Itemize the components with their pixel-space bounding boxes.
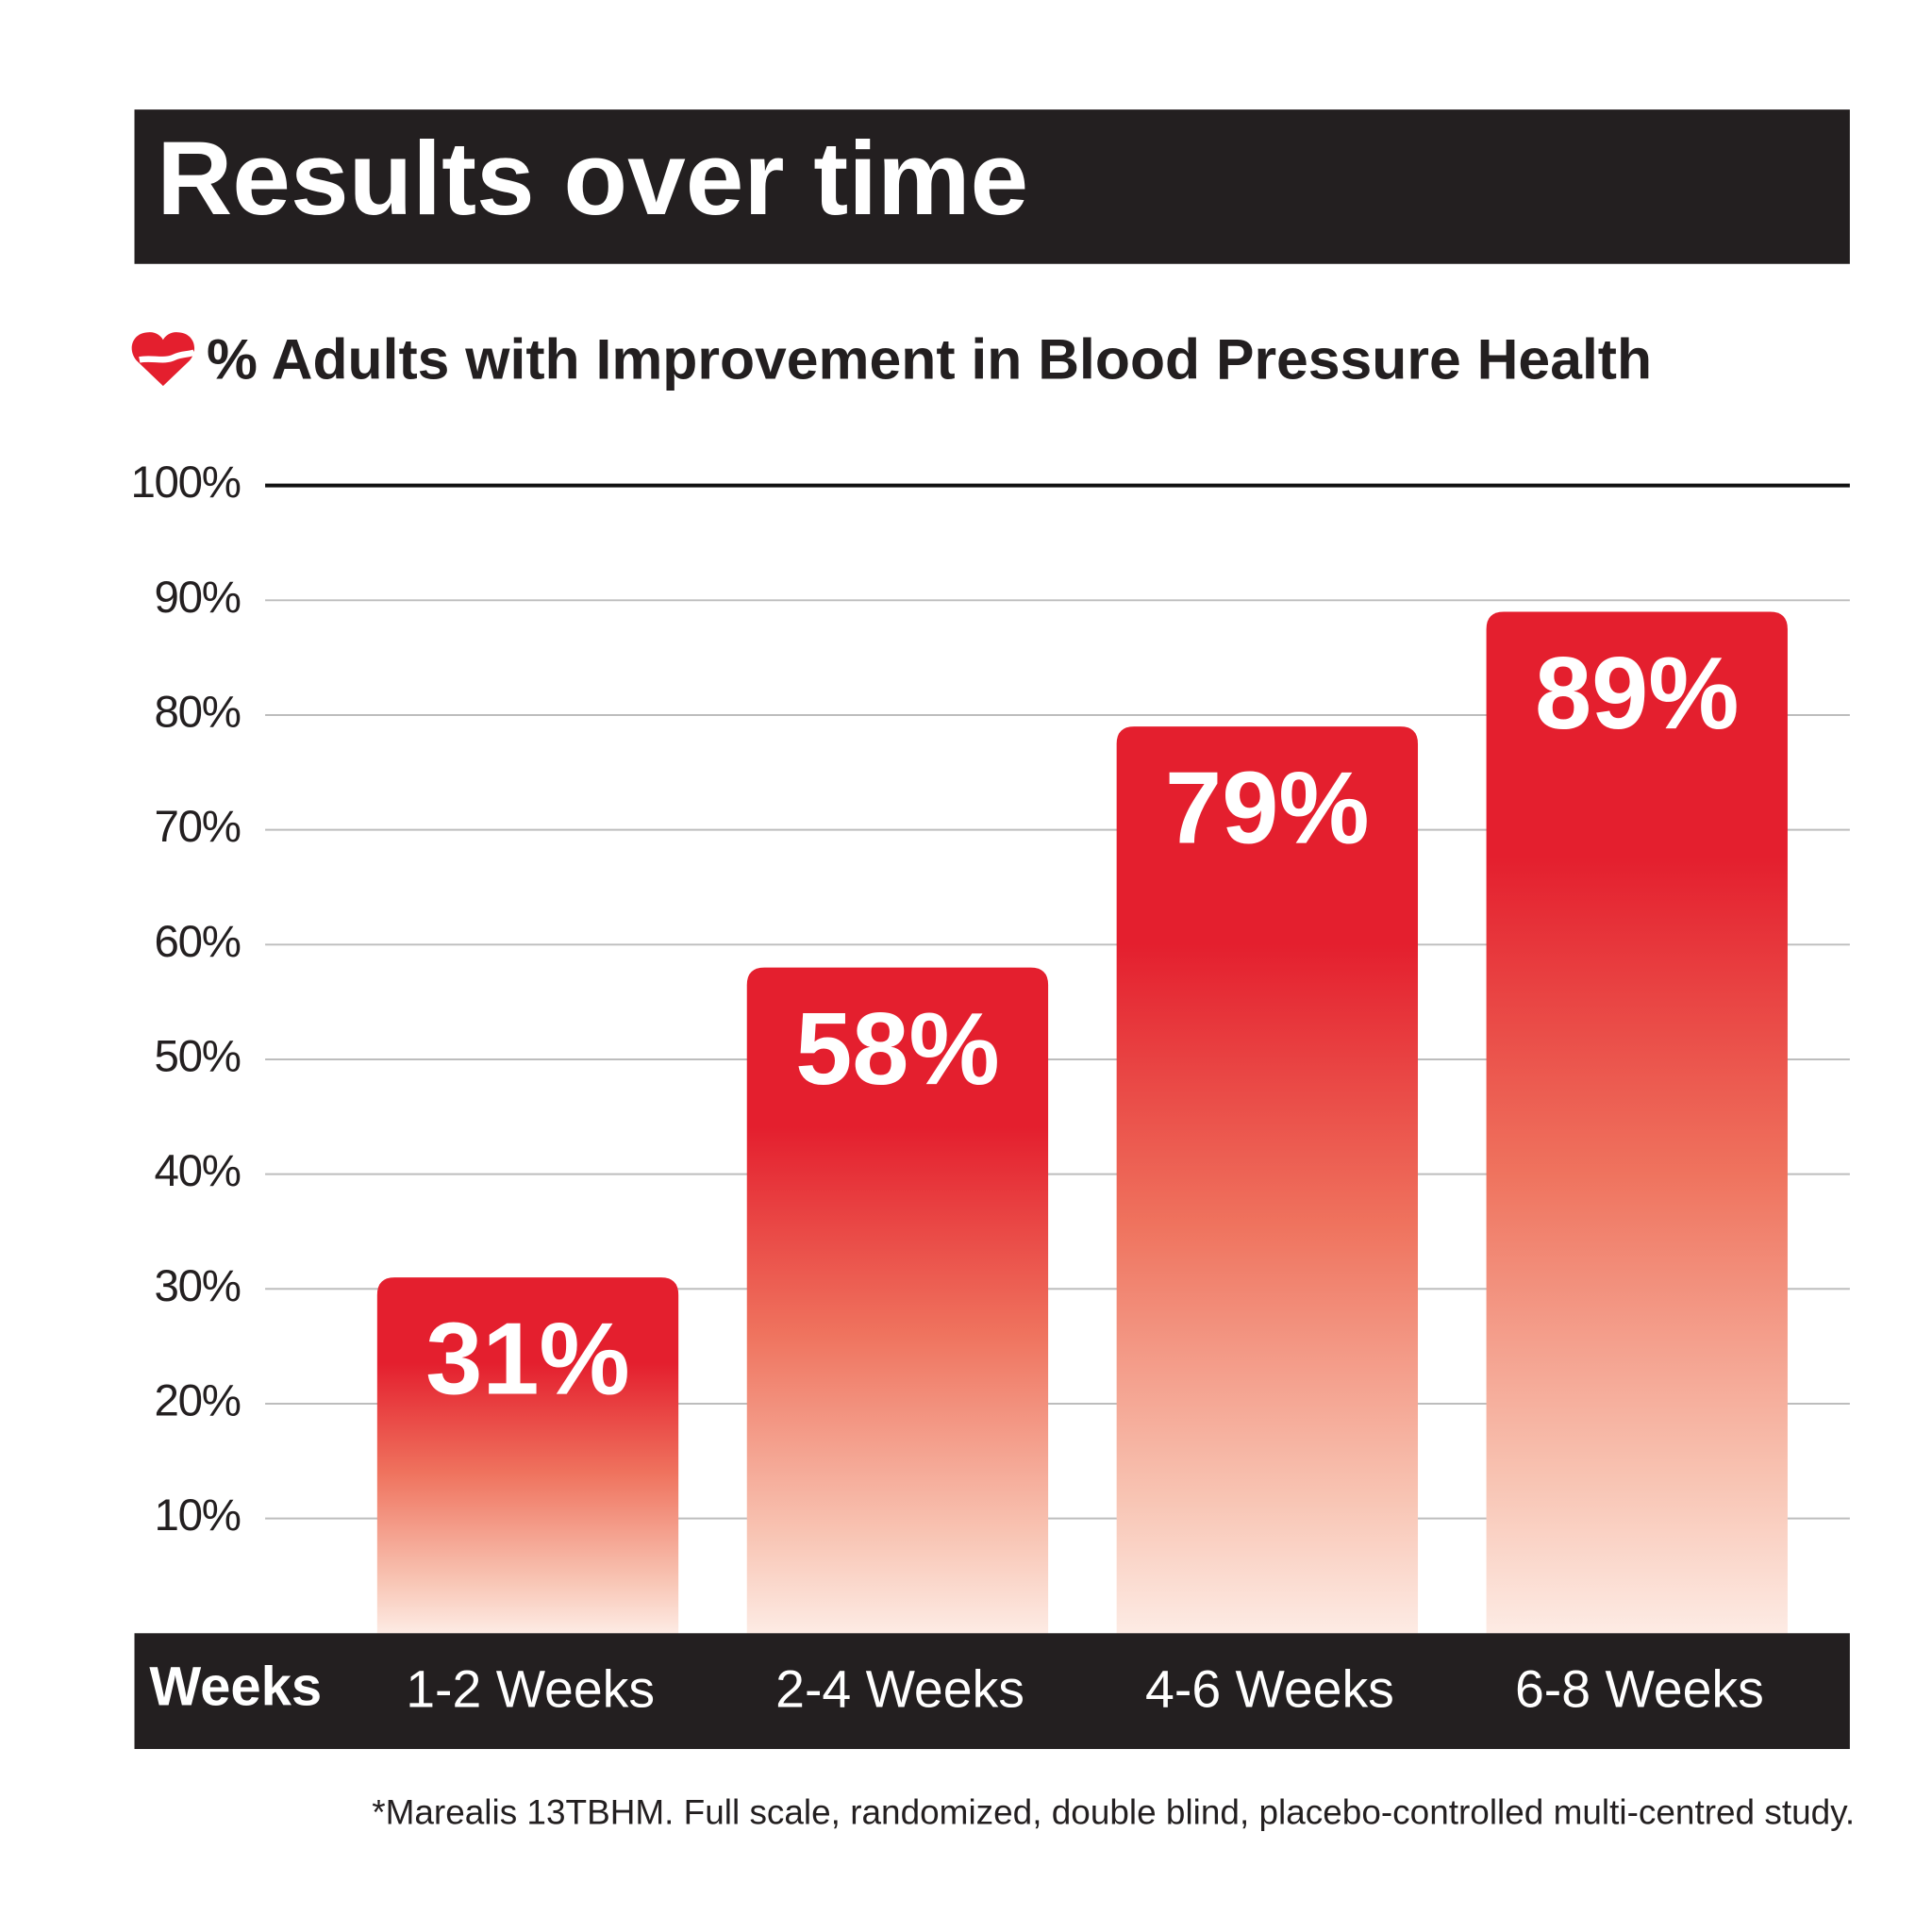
title-bar — [134, 109, 1850, 264]
y-tick-label: 70% — [155, 802, 241, 852]
bar — [376, 1277, 679, 1634]
x-axis-band — [134, 1633, 1850, 1750]
bar-value-label: 58% — [795, 991, 1000, 1106]
y-tick-label: 50% — [155, 1032, 241, 1082]
y-tick-label: 40% — [155, 1146, 241, 1196]
footnote: *Marealis 13TBHM. Full scale, randomized… — [372, 1793, 1855, 1832]
y-tick-label: 30% — [155, 1261, 241, 1311]
y-tick-label: 20% — [155, 1376, 241, 1426]
chart-title: Results over time — [157, 121, 1028, 237]
y-tick-label: 10% — [155, 1491, 241, 1541]
y-tick-label: 90% — [155, 573, 241, 623]
y-tick-label: 60% — [155, 917, 241, 967]
bar-value-label: 79% — [1165, 751, 1370, 865]
bar — [746, 967, 1049, 1634]
x-tick-label: 4-6 Weeks — [1145, 1659, 1394, 1718]
x-tick-label: 6-8 Weeks — [1515, 1659, 1764, 1718]
bar-value-label: 89% — [1535, 636, 1740, 750]
plot-area: 10% 20% 30% 40% 50% 60% 70% 80% 90% 100% 31% 58% 79%… — [130, 458, 1850, 1634]
y-tick-label: 80% — [155, 688, 241, 738]
chart-subtitle: % Adults with Improvement in Blood Press… — [207, 326, 1652, 391]
x-tick-label: 2-4 Weeks — [775, 1659, 1024, 1718]
bar — [1116, 726, 1419, 1634]
x-axis-label: Weeks — [149, 1656, 322, 1717]
bar — [1486, 611, 1788, 1634]
bar-value-label: 31% — [425, 1302, 630, 1416]
y-tick-label: 100% — [130, 458, 240, 508]
heart-icon-wave — [139, 349, 196, 363]
x-tick-label: 1-2 Weeks — [406, 1659, 655, 1718]
